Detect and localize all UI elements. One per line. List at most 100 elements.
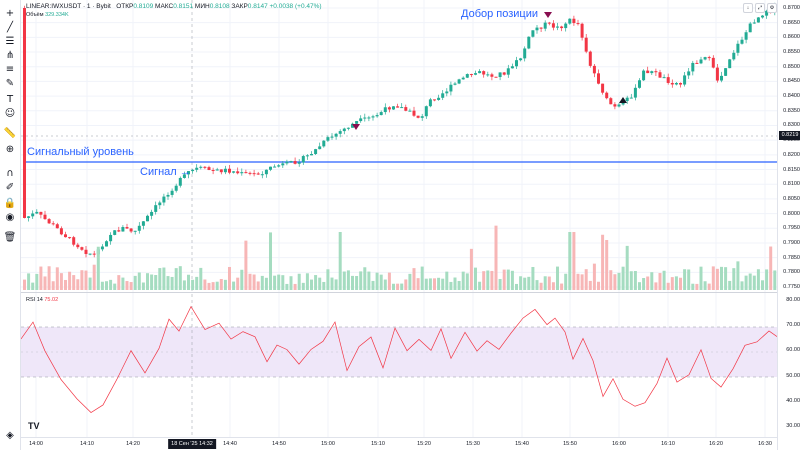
price-tick-label: 0.7850 [783,254,800,261]
add-position-annotation[interactable]: Добор позиции [461,8,539,20]
volume-bar [252,274,256,290]
chart-canvas[interactable] [20,0,778,450]
candle-body [305,155,309,157]
time-tick-label: 14:00 [29,441,43,447]
volume-bar [113,283,117,290]
candle-body [761,15,764,18]
candle-body [625,97,629,102]
volume-bar [191,279,195,290]
lock-icon[interactable]: 🔒 [3,197,17,209]
ruler-icon[interactable]: 📏 [3,127,17,139]
candle-body [228,168,231,173]
price-tick-label: 0.7750 [783,284,800,290]
brush-icon[interactable]: ✎ [5,77,15,89]
zoom-icon[interactable]: ⊕ [5,143,15,155]
candle-body [310,154,313,156]
candle-body [449,84,453,92]
arrow-down-icon[interactable]: ↓ [743,3,753,13]
text-icon[interactable]: T [6,93,14,105]
volume-bar [609,270,613,290]
magnet-icon[interactable]: ∩ [6,167,14,179]
volume-bar [31,282,35,290]
volume-label[interactable]: Объём [26,12,44,18]
settings-icon[interactable]: ⚙ [767,3,777,13]
candle-body [629,97,633,99]
volume-bar [506,269,510,290]
candle-body [285,161,289,164]
candle-body [510,66,514,69]
volume-bar [133,275,137,290]
volume-bar [51,281,55,290]
candle-body [551,23,555,28]
trend-line-icon[interactable]: ╱ [6,21,14,33]
volume-bar [207,282,211,290]
volume-bar [359,271,363,290]
candle-body [383,107,387,113]
candle-body [420,116,424,118]
pane-separator[interactable] [21,292,777,293]
candle-body [47,219,51,224]
high-value: 0.8151 [173,3,194,10]
price-tick-label: 0.8250 [783,137,800,144]
candle-body [293,161,297,164]
volume-bar [195,276,199,290]
low-label: МИН [194,3,210,10]
symbol-title[interactable]: LINEAR:IWXUSDT · 1 · Bybit [26,3,111,10]
lock-draw-icon[interactable]: ✐ [5,181,15,193]
volume-bar [486,270,490,290]
chart-svg[interactable] [20,0,778,450]
candle-body [519,58,523,61]
volume-bar [707,283,711,290]
volume-bar [162,267,166,290]
fullscreen-icon[interactable]: ⤢ [755,3,765,13]
rsi-label[interactable]: RSI 14 [26,297,43,303]
volume-bar [211,282,215,290]
rsi-value: 75.02 [44,297,59,303]
volume-bar [584,269,588,290]
volume-bar [756,269,760,290]
volume-bar [605,240,609,290]
candle-body [654,71,658,73]
eye-icon[interactable]: ◉ [5,211,15,223]
fib-icon[interactable]: ≡ [5,63,15,75]
candle-body [408,110,412,112]
volume-bar [273,275,277,290]
candle-body [543,22,547,29]
candle-body [728,59,732,69]
close-label: ЗАКР [231,3,248,10]
volume-bar [621,266,625,290]
candle-body [691,62,695,72]
candle-body [39,211,43,215]
candle-body [535,27,539,31]
horizontal-lines-icon[interactable]: ☰ [5,35,15,47]
volume-bar [375,272,379,290]
volume-bar [670,277,674,290]
crosshair-icon[interactable]: + [5,7,15,19]
candle-body [55,224,59,229]
volume-bar [125,281,129,290]
volume-bar [64,279,67,290]
signal-annotation[interactable]: Сигнал → [140,166,191,178]
candle-body [556,26,559,28]
candle-body [387,107,391,110]
volume-bar [629,271,633,290]
layers-icon[interactable]: ◈ [6,429,14,441]
time-axis[interactable]: 14:00 14:10 14:20 14:40 14:50 15:00 15:10 15:20… [21,437,777,451]
price-axis[interactable]: 0.8700 0.8650 0.8600 0.8550 0.8500 0.8450 0.84… [777,0,800,450]
candle-body [437,97,441,100]
signal-level-annotation[interactable]: Сигнальный уровень [27,146,134,158]
pitchfork-icon[interactable]: ⋔ [5,49,15,61]
candle-body [465,74,469,78]
trash-icon[interactable]: 🗑 [3,231,17,243]
volume-bar [732,268,736,290]
candle-body [392,106,395,110]
price-tick-label: 0.8450 [783,78,800,85]
candle-body [64,234,67,238]
candle-body [334,133,338,137]
emoji-icon[interactable]: ☺ [4,107,16,119]
time-tick-label: 15:30 [466,441,480,447]
volume-bar [420,266,424,290]
volume-bar [428,278,432,290]
candle-body [469,74,473,76]
candle-body [113,230,117,235]
